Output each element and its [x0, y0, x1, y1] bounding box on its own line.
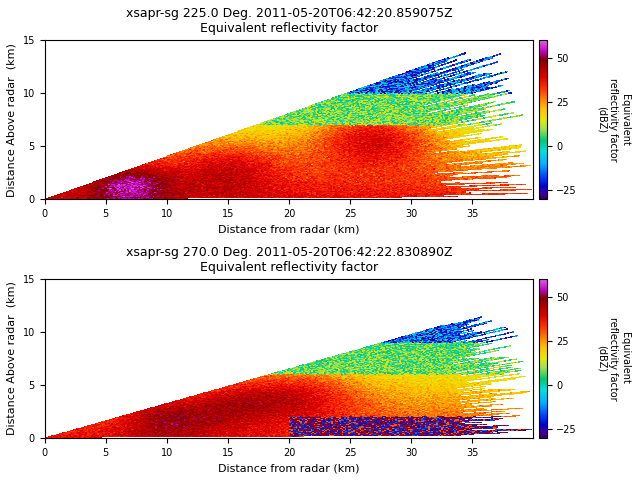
X-axis label: Distance from radar (km): Distance from radar (km): [218, 463, 360, 473]
Y-axis label: Distance Above radar  (km): Distance Above radar (km): [7, 43, 17, 197]
Y-axis label: Distance Above radar  (km): Distance Above radar (km): [7, 281, 17, 435]
Y-axis label: Equivalent
reflectivity factor
(dBZ): Equivalent reflectivity factor (dBZ): [596, 78, 630, 162]
X-axis label: Distance from radar (km): Distance from radar (km): [218, 225, 360, 234]
Y-axis label: Equivalent
reflectivity factor
(dBZ): Equivalent reflectivity factor (dBZ): [596, 316, 630, 400]
Title: xsapr-sg 270.0 Deg. 2011-05-20T06:42:22.830890Z
Equivalent reflectivity factor: xsapr-sg 270.0 Deg. 2011-05-20T06:42:22.…: [125, 246, 452, 274]
Title: xsapr-sg 225.0 Deg. 2011-05-20T06:42:20.859075Z
Equivalent reflectivity factor: xsapr-sg 225.0 Deg. 2011-05-20T06:42:20.…: [125, 7, 452, 35]
